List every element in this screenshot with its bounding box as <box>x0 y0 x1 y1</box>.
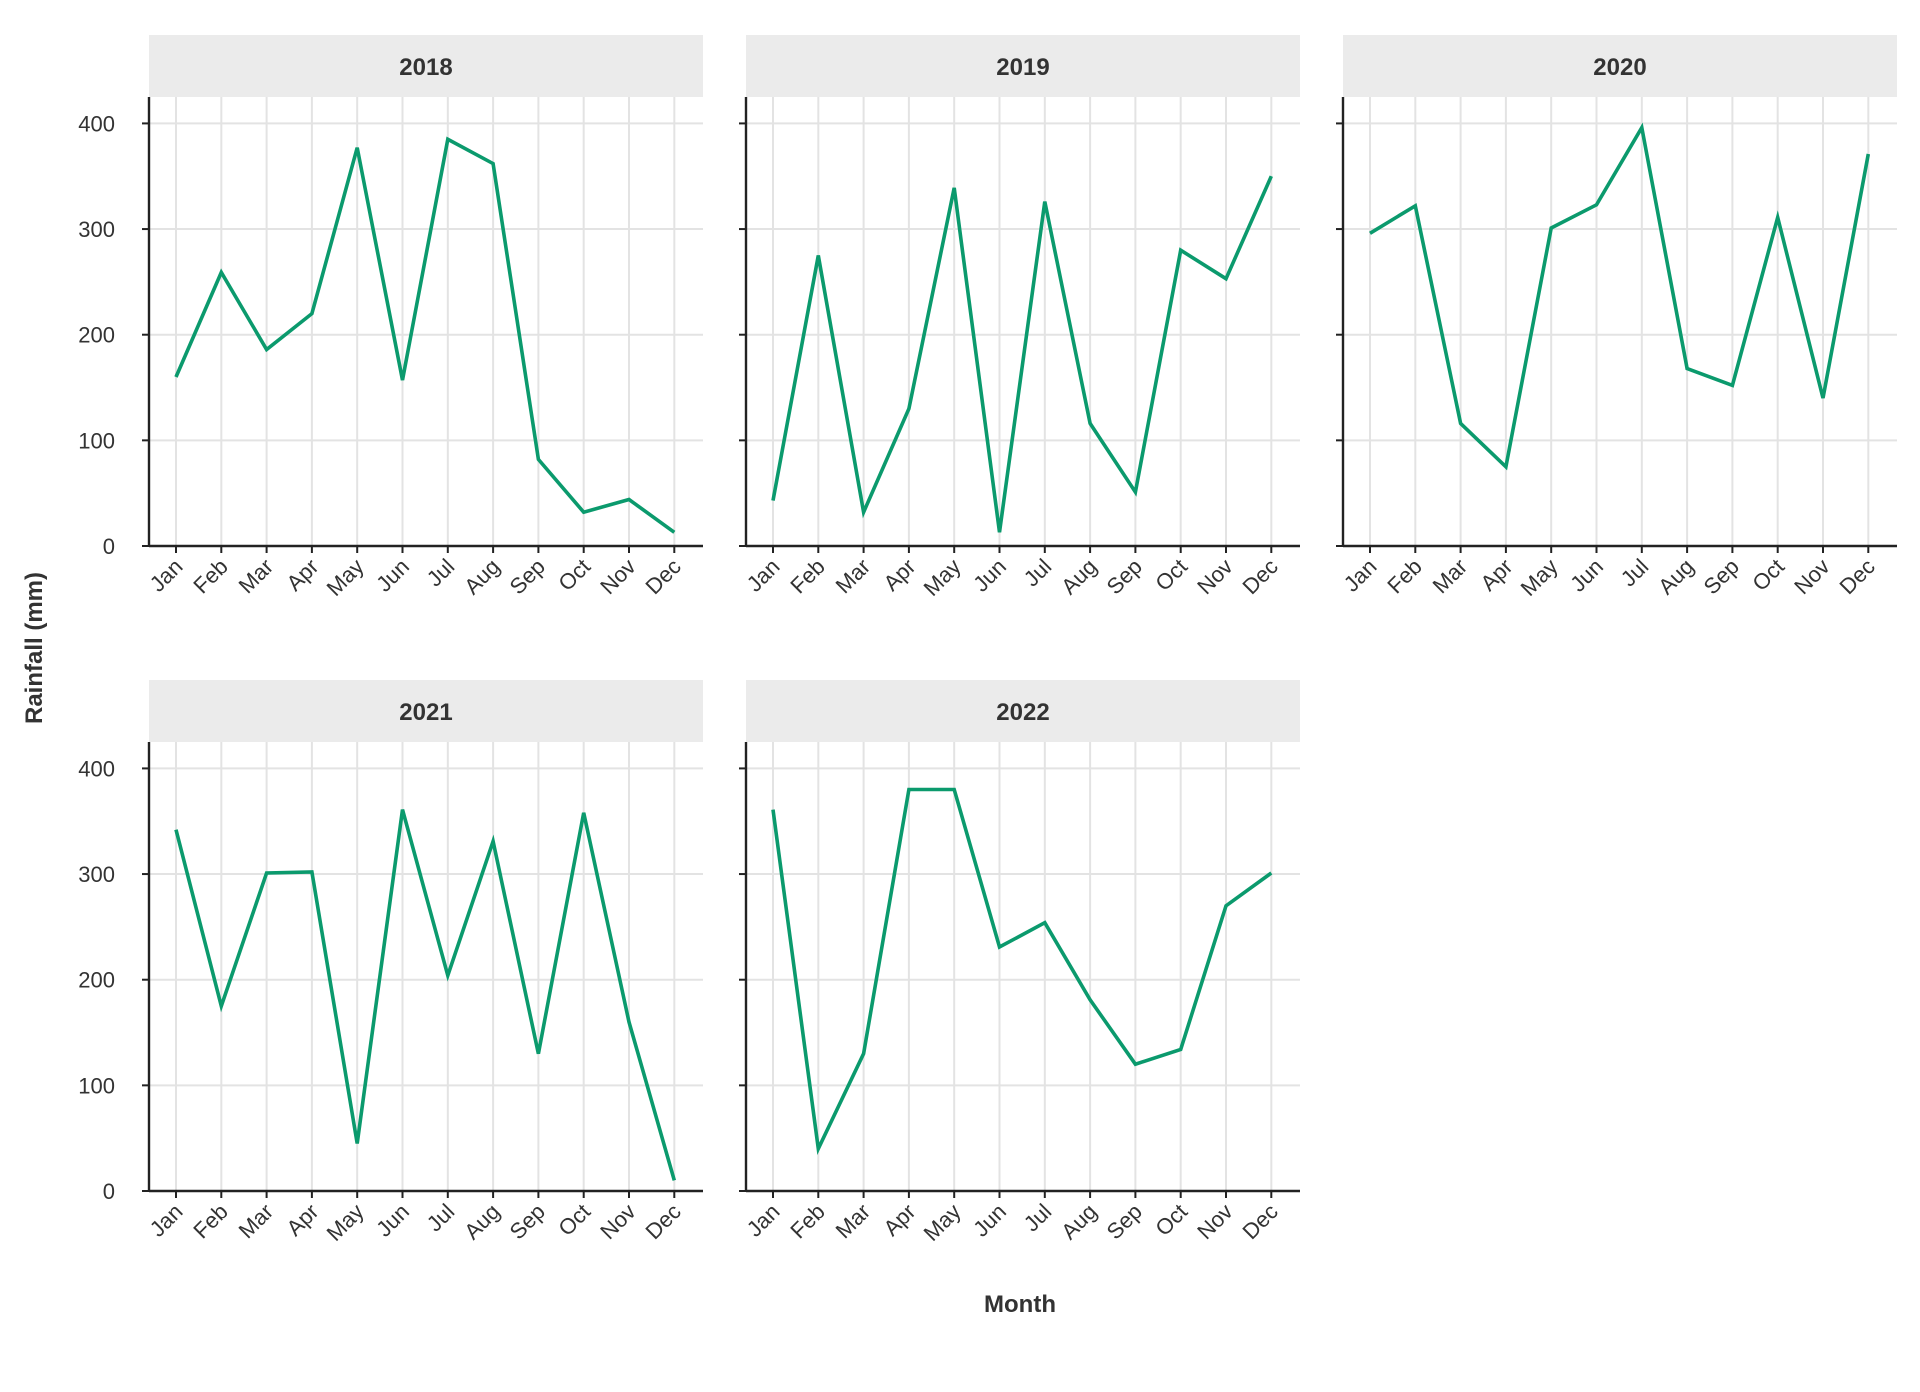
x-tick-label: Sep <box>1102 554 1147 599</box>
x-tick-label: Oct <box>1150 554 1192 596</box>
series-line <box>771 175 1273 533</box>
x-tick-label: Jul <box>422 1199 460 1237</box>
facet-strip <box>746 35 1300 97</box>
x-tick-label: Feb <box>785 554 829 598</box>
x-tick-label: Apr <box>282 554 324 596</box>
y-tick-label: 200 <box>78 968 115 993</box>
series-line <box>174 136 676 534</box>
x-tick-label: May <box>919 1199 966 1246</box>
x-tick-label: Aug <box>459 554 504 599</box>
x-tick-label: Feb <box>188 1199 232 1243</box>
x-tick-label: Sep <box>1699 554 1744 599</box>
x-tick-label: Jan <box>742 554 785 597</box>
x-tick-label: Jan <box>742 1199 785 1242</box>
x-tick-label: May <box>1516 554 1563 601</box>
x-tick-label: Aug <box>1056 1199 1101 1244</box>
x-tick-label: Jul <box>1019 554 1057 592</box>
x-tick-label: Sep <box>505 554 550 599</box>
x-tick-label: Sep <box>1102 1199 1147 1244</box>
x-tick-label: Jul <box>1019 1199 1057 1237</box>
x-tick-label: Jun <box>1565 554 1608 597</box>
x-tick-label: Mar <box>234 1199 278 1243</box>
x-tick-label: Oct <box>1150 1199 1192 1241</box>
x-tick-label: Sep <box>505 1199 550 1244</box>
x-tick-label: Jun <box>968 1199 1011 1242</box>
facet-title: 2021 <box>399 699 452 726</box>
x-tick-label: Jul <box>422 554 460 592</box>
x-tick-label: Apr <box>1476 554 1518 596</box>
facet-strip <box>149 680 703 742</box>
x-tick-label: Jun <box>968 554 1011 597</box>
x-tick-label: Jun <box>371 1199 414 1242</box>
y-tick-label: 100 <box>78 428 115 453</box>
x-tick-label: Dec <box>640 1199 685 1244</box>
series-line <box>174 809 677 1181</box>
x-tick-label: May <box>919 554 966 601</box>
x-tick-label: Mar <box>831 554 875 598</box>
facet-strip <box>746 680 1300 742</box>
x-tick-label: Nov <box>1192 554 1237 599</box>
facet-strip <box>149 35 703 97</box>
y-tick-label: 200 <box>78 323 115 348</box>
x-tick-label: Mar <box>234 554 278 598</box>
y-tick-label: 400 <box>78 111 115 136</box>
y-axis-title: Rainfall (mm) <box>21 572 48 724</box>
x-tick-label: Jun <box>371 554 414 597</box>
x-tick-label: Aug <box>1056 554 1101 599</box>
series-line <box>1369 122 1871 471</box>
x-tick-label: Feb <box>785 1199 829 1243</box>
facet-strip <box>1343 35 1897 97</box>
x-tick-label: Oct <box>553 554 595 596</box>
y-tick-label: 400 <box>78 756 115 781</box>
y-tick-label: 0 <box>103 1179 115 1204</box>
x-tick-label: Jan <box>145 554 188 597</box>
x-tick-label: May <box>322 554 369 601</box>
x-tick-label: Mar <box>1428 554 1472 598</box>
x-tick-label: Oct <box>1747 554 1789 596</box>
x-tick-label: Jan <box>1339 554 1382 597</box>
x-tick-label: Feb <box>188 554 232 598</box>
facet-title: 2020 <box>1593 54 1646 81</box>
x-tick-label: Mar <box>831 1199 875 1243</box>
series-line <box>771 787 1273 1155</box>
x-tick-label: Nov <box>595 554 640 599</box>
x-tick-label: May <box>322 1199 369 1246</box>
x-tick-label: Apr <box>282 1199 324 1241</box>
x-tick-label: Aug <box>459 1199 504 1244</box>
x-tick-label: Nov <box>595 1199 640 1244</box>
x-tick-label: Feb <box>1382 554 1426 598</box>
x-tick-label: Dec <box>640 554 685 599</box>
x-tick-label: Dec <box>1237 554 1282 599</box>
x-tick-label: Aug <box>1653 554 1698 599</box>
x-tick-label: Nov <box>1789 554 1834 599</box>
facet-title: 2022 <box>996 699 1049 726</box>
x-tick-label: Oct <box>553 1199 595 1241</box>
facet-title: 2018 <box>399 54 452 81</box>
y-tick-label: 300 <box>78 862 115 887</box>
y-tick-label: 100 <box>78 1073 115 1098</box>
x-tick-label: Dec <box>1237 1199 1282 1244</box>
x-tick-label: Jan <box>145 1199 188 1242</box>
x-tick-label: Dec <box>1834 554 1879 599</box>
x-axis-title: Month <box>984 1291 1056 1318</box>
x-tick-label: Apr <box>879 1199 921 1241</box>
x-tick-label: Nov <box>1192 1199 1237 1244</box>
y-tick-label: 300 <box>78 217 115 242</box>
x-tick-label: Apr <box>879 554 921 596</box>
y-tick-label: 0 <box>103 534 115 559</box>
facet-title: 2019 <box>996 54 1049 81</box>
x-tick-label: Jul <box>1616 554 1654 592</box>
